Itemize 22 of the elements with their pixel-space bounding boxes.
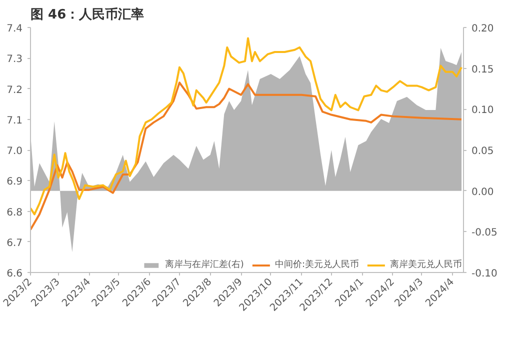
y2-tick-label: 0.15	[472, 64, 494, 76]
y-tick-label: 7.1	[6, 115, 23, 126]
y2-tick-label: -0.10	[472, 268, 498, 280]
y2-tick-label: -0.05	[472, 228, 498, 239]
y-tick-label: 6.8	[6, 207, 23, 218]
y-tick-label: 7.0	[6, 146, 23, 157]
line-series	[30, 37, 463, 216]
y2-tick-label: 0.10	[472, 105, 494, 116]
y-tick-label: 7.2	[6, 84, 23, 96]
legend-label: 离岸与在岸汇差(右)	[164, 258, 244, 271]
y-tick-label: 6.7	[6, 238, 23, 249]
legend-label: 中间价:美元兑人民币	[274, 258, 359, 271]
legend-label: 离岸美元兑人民币	[390, 258, 462, 271]
y2-tick-label: 0.00	[472, 186, 494, 198]
y2-tick-label: 0.05	[472, 146, 494, 157]
y-tick-label: 7.4	[6, 24, 23, 34]
y-tick-label: 7.3	[6, 54, 23, 66]
y-tick-label: 6.6	[6, 268, 23, 280]
y2-tick-label: 0.20	[472, 24, 494, 34]
y-tick-label: 6.9	[6, 176, 23, 188]
line-series	[30, 82, 463, 231]
chart-title: 图 46：人民币汇率	[30, 6, 144, 22]
